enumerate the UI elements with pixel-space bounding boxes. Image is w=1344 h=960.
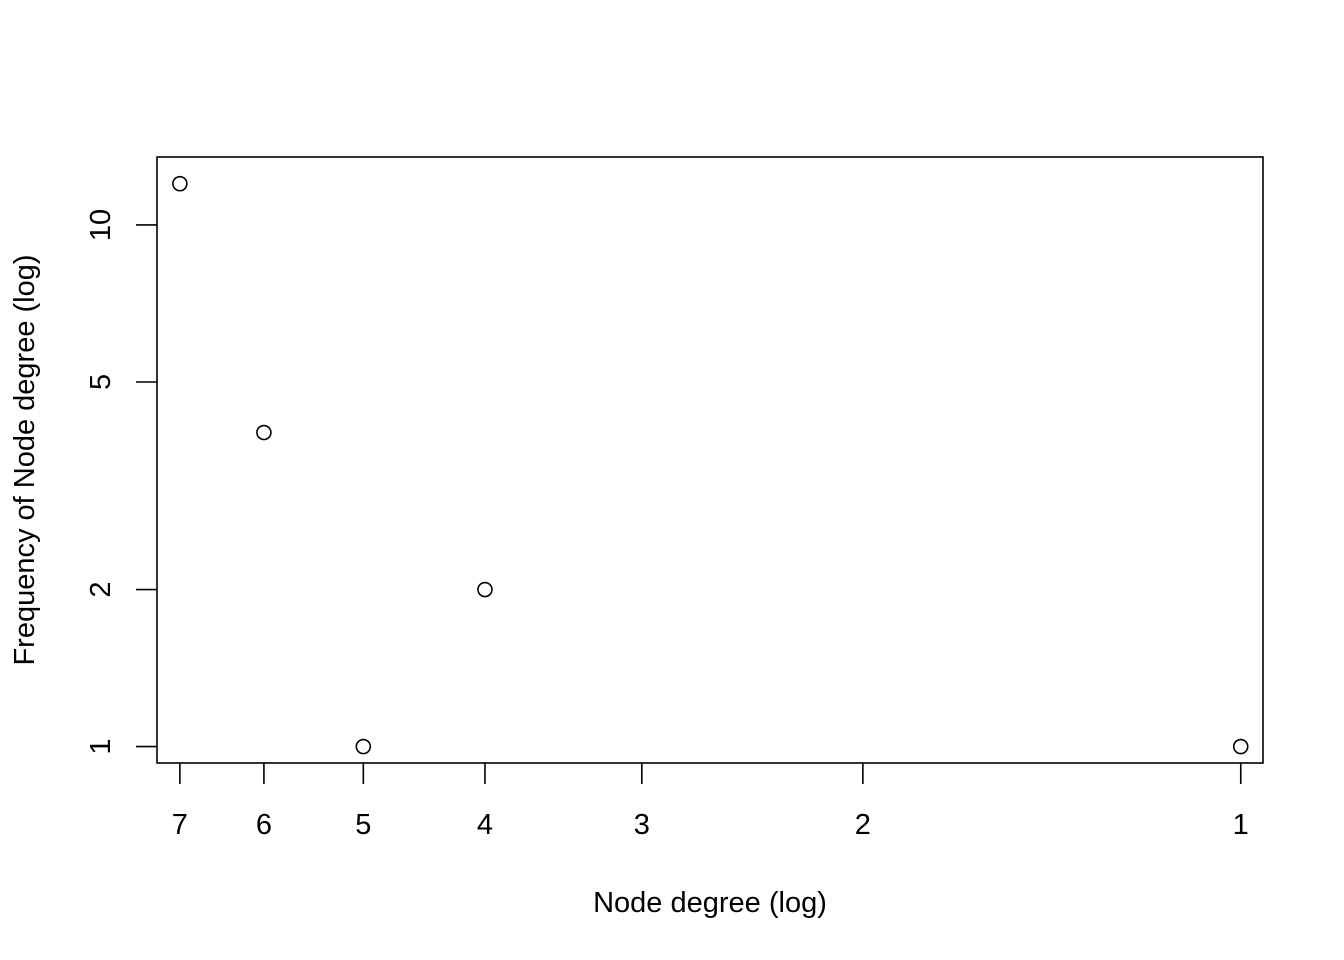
- x-tick-label: 6: [256, 809, 272, 841]
- x-tick-label: 7: [172, 809, 188, 841]
- data-point: [172, 175, 188, 192]
- y-tick-label: 10: [85, 209, 117, 241]
- x-axis: 7 6 5 4 3 2 1: [172, 763, 1249, 841]
- y-tick-label: 5: [85, 374, 117, 390]
- y-axis: 1 2 5 10: [85, 209, 157, 755]
- data-point: [256, 424, 272, 441]
- data-point: [1232, 738, 1249, 755]
- x-tick-label: 4: [477, 809, 493, 841]
- data-point: [355, 738, 372, 755]
- y-tick-label: 1: [85, 738, 117, 754]
- x-tick-label: 3: [634, 809, 650, 841]
- x-tick-label: 1: [1233, 809, 1249, 841]
- x-axis-title: Node degree (log): [593, 887, 827, 919]
- data-point: [477, 581, 493, 598]
- y-axis-title: Frequency of Node degree (log): [9, 254, 41, 665]
- x-tick-label: 5: [355, 809, 371, 841]
- y-tick-label: 2: [85, 581, 117, 597]
- plot-frame: [156, 156, 1264, 764]
- x-tick-label: 2: [855, 809, 871, 841]
- data-points: [172, 175, 1249, 755]
